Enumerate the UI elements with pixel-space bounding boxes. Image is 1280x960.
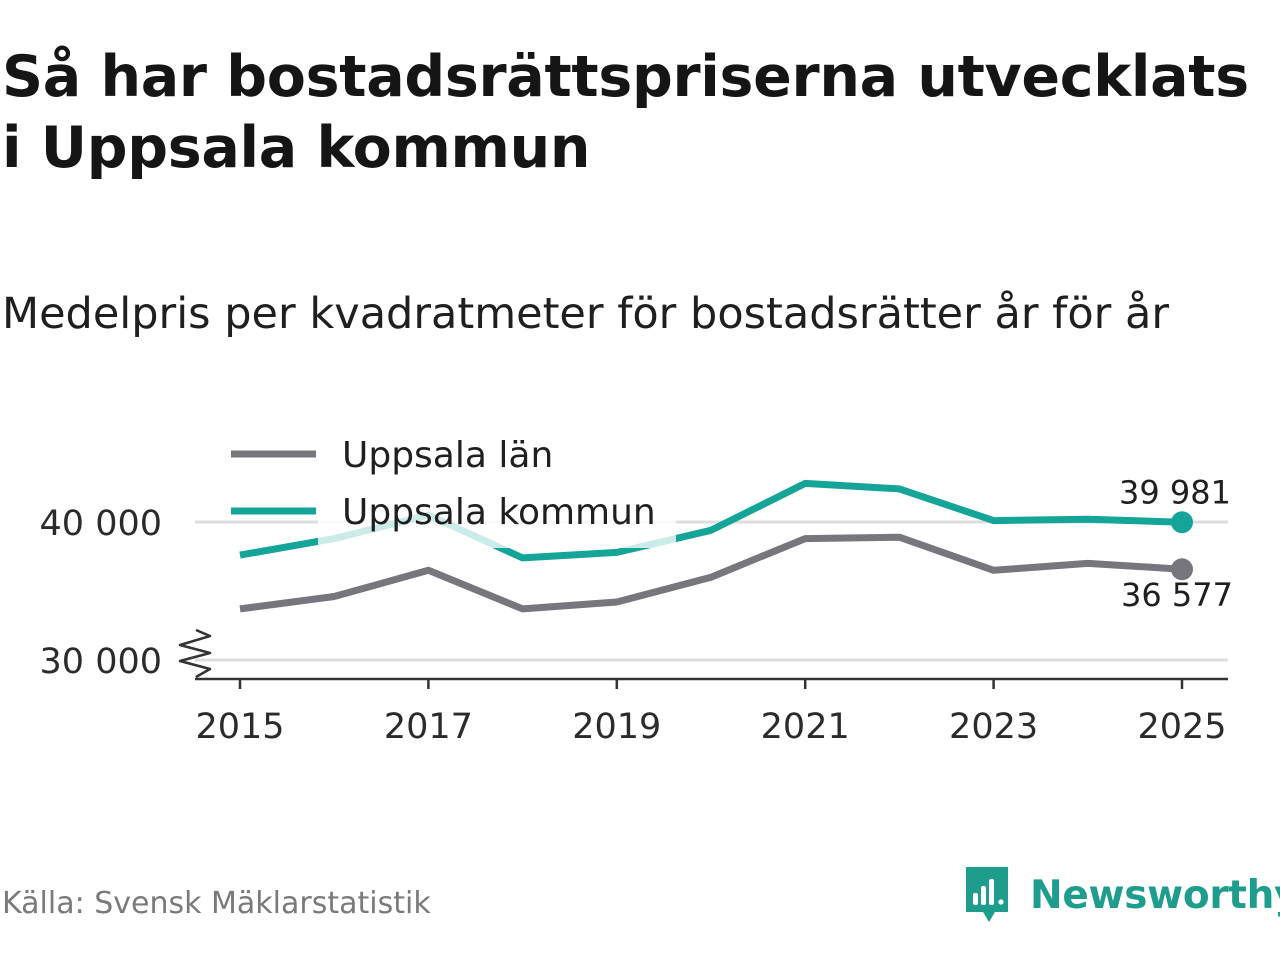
newsworthy-logo-icon — [966, 867, 1008, 922]
data-labels: 39 981 36 577 — [1119, 473, 1233, 614]
brand-name: Newsworthy — [1030, 872, 1280, 918]
legend-label: Uppsala kommun — [342, 492, 656, 533]
x-tick-label: 2017 — [384, 707, 473, 747]
chart-title: Så har bostadsrättspriserna utvecklats i… — [2, 44, 1249, 181]
axis-break-icon — [178, 628, 212, 679]
legend-label: Uppsala län — [342, 435, 553, 476]
legend: Uppsala län Uppsala kommun — [231, 435, 676, 548]
x-tick-label: 2025 — [1137, 707, 1226, 747]
end-point-marker — [1171, 558, 1193, 581]
y-tick-label: 30 000 — [40, 642, 162, 682]
data-label-uppsala-lan: 36 577 — [1121, 576, 1233, 614]
x-tick-label: 2019 — [572, 707, 661, 747]
x-tick-label: 2015 — [195, 707, 284, 747]
chart-subtitle: Medelpris per kvadratmeter för bostadsrä… — [2, 289, 1170, 339]
y-tick-label: 40 000 — [40, 504, 162, 544]
axes: 30 000 40 000 2015 2017 2019 2021 2023 2025 — [40, 504, 1228, 747]
series-line-uppsala-lan — [239, 533, 1183, 613]
source-note: Källa: Svensk Mäklarstatistik — [2, 886, 431, 921]
x-tick-label: 2023 — [949, 707, 1038, 747]
x-tick-label: 2021 — [761, 707, 850, 747]
data-label-uppsala-kommun: 39 981 — [1119, 473, 1231, 511]
legend-backdrop — [318, 494, 676, 548]
line-chart: 30 000 40 000 2015 2017 2019 2021 2023 2025 Upp… — [40, 435, 1233, 747]
end-point-marker — [1171, 511, 1193, 534]
brand-logo: Newsworthy — [962, 864, 1280, 926]
